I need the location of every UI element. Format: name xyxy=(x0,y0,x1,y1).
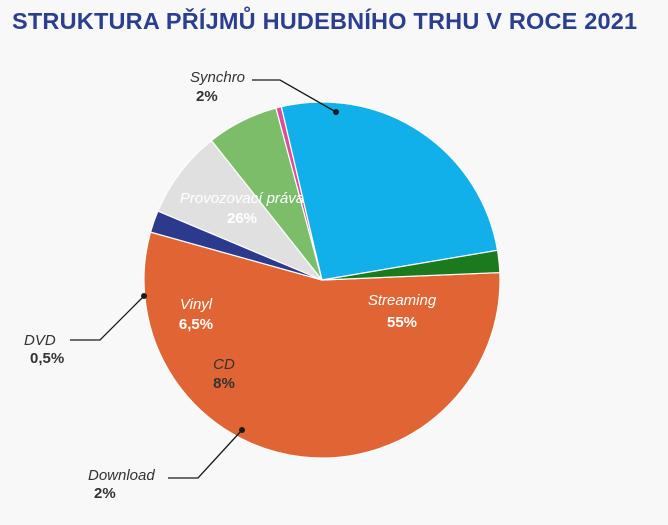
pie-slice-synchro xyxy=(321,249,501,281)
slice-label-cd: CD xyxy=(213,356,235,373)
leader-line-synchro xyxy=(252,79,337,113)
slice-label-streaming: Streaming xyxy=(368,292,437,309)
slice-value-vinyl: 6,5% xyxy=(179,316,213,333)
slice-label-download: Download xyxy=(88,467,155,484)
slice-label-dvd: DVD xyxy=(24,332,56,349)
slice-value-cd: 8% xyxy=(213,375,235,392)
pie-slice-provozovaci-prava xyxy=(280,101,499,281)
pie-slice-streaming xyxy=(143,231,501,459)
slice-value-provozovaci-prava: 26% xyxy=(227,210,257,227)
slice-value-download: 2% xyxy=(94,485,116,502)
slice-label-provozovaci-prava: Provozovací práva xyxy=(180,190,304,207)
slice-value-synchro: 2% xyxy=(196,88,218,105)
leader-dot-synchro xyxy=(333,109,339,115)
slice-value-dvd: 0,5% xyxy=(30,350,64,367)
leader-dot-download xyxy=(239,427,245,433)
leader-dot-dvd xyxy=(141,293,147,299)
chart-title: STRUKTURA PŘÍJMŮ HUDEBNÍHO TRHU V ROCE 2… xyxy=(12,8,638,34)
pie-slice-cd xyxy=(157,139,323,281)
leader-line-download xyxy=(168,429,243,479)
leader-line-dvd xyxy=(70,295,145,341)
slice-label-synchro: Synchro xyxy=(190,69,245,86)
slice-label-vinyl: Vinyl xyxy=(180,296,213,313)
slice-value-streaming: 55% xyxy=(387,314,417,331)
